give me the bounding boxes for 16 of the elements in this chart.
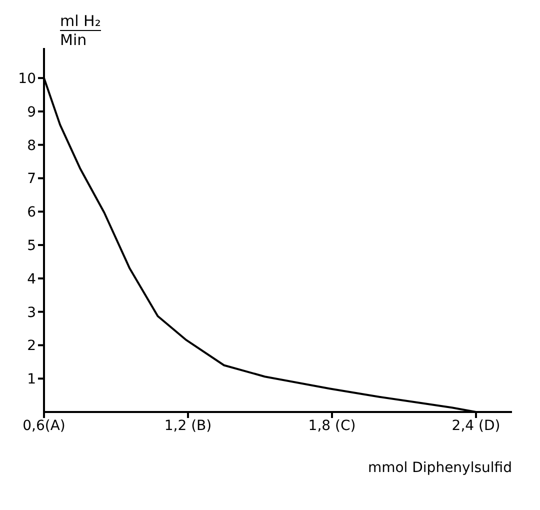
x-axis-title: mmol Diphenylsulfid — [368, 460, 512, 476]
y-tick-label: 7 — [27, 171, 36, 188]
y-axis-title: ml H₂ Min — [60, 12, 101, 49]
y-tick-label: 1 — [27, 372, 36, 388]
x-tick-label: 0,6(A) — [22, 418, 66, 434]
y-tick-label: 3 — [27, 304, 36, 321]
x-tick-label: 2,4 (D) — [452, 418, 500, 434]
y-tick-label: 2 — [27, 338, 36, 354]
y-tick-label: 9 — [27, 104, 36, 120]
y-tick-label: 6 — [27, 204, 36, 221]
y-tick-label: 10 — [18, 71, 36, 88]
x-tick-label: 1,8 (C) — [308, 418, 356, 434]
y-tick-label: 8 — [27, 138, 36, 154]
x-tick-label: 1,2 (B) — [164, 418, 212, 434]
y-tick-label: 5 — [27, 238, 36, 254]
y-tick-label: 4 — [27, 271, 36, 288]
